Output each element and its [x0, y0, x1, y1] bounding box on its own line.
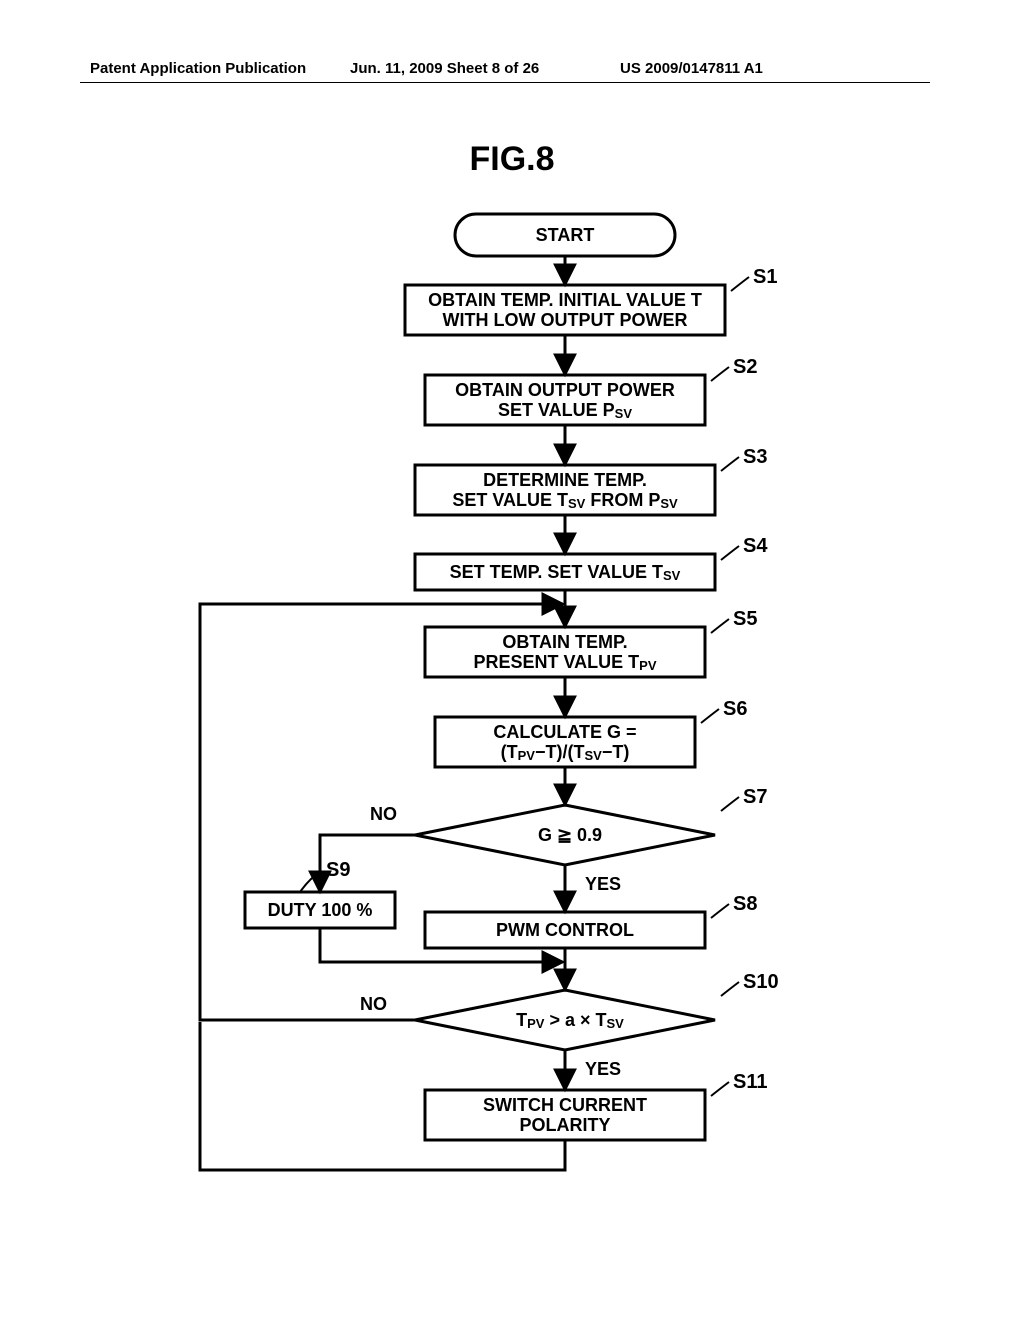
- figure-title: FIG.8: [0, 140, 1024, 179]
- svg-text:YES: YES: [585, 874, 621, 894]
- svg-text:G ≧ 0.9: G ≧ 0.9: [538, 825, 602, 845]
- svg-text:POLARITY: POLARITY: [519, 1115, 610, 1135]
- header-left: Patent Application Publication: [90, 60, 306, 77]
- svg-text:S10: S10: [743, 971, 779, 993]
- svg-text:S8: S8: [733, 893, 757, 915]
- svg-text:SET VALUE PSV: SET VALUE PSV: [498, 400, 632, 422]
- svg-text:S7: S7: [743, 786, 767, 808]
- svg-text:WITH LOW OUTPUT POWER: WITH LOW OUTPUT POWER: [443, 310, 688, 330]
- svg-text:S5: S5: [733, 608, 757, 630]
- svg-text:S4: S4: [743, 535, 768, 557]
- svg-text:S3: S3: [743, 446, 767, 468]
- svg-text:PRESENT VALUE TPV: PRESENT VALUE TPV: [473, 652, 656, 674]
- svg-text:OBTAIN TEMP. INITIAL VALUE T: OBTAIN TEMP. INITIAL VALUE T: [428, 290, 702, 310]
- svg-text:S9: S9: [326, 859, 350, 881]
- svg-text:CALCULATE G =: CALCULATE G =: [493, 722, 636, 742]
- header-mid: Jun. 11, 2009 Sheet 8 of 26: [350, 60, 539, 77]
- svg-text:START: START: [536, 225, 595, 245]
- svg-text:SET VALUE TSV FROM PSV: SET VALUE TSV FROM PSV: [452, 490, 678, 512]
- svg-text:YES: YES: [585, 1059, 621, 1079]
- flowchart: START OBTAIN TEMP. INITIAL VALUE TWITH LO…: [0, 210, 1024, 1210]
- svg-text:OBTAIN OUTPUT POWER: OBTAIN OUTPUT POWER: [455, 380, 675, 400]
- svg-text:OBTAIN TEMP.: OBTAIN TEMP.: [502, 632, 627, 652]
- svg-text:NO: NO: [360, 994, 387, 1014]
- header-divider: [80, 82, 930, 83]
- svg-text:DUTY 100 %: DUTY 100 %: [268, 900, 373, 920]
- svg-text:SWITCH CURRENT: SWITCH CURRENT: [483, 1095, 647, 1115]
- svg-text:SET TEMP. SET VALUE TSV: SET TEMP. SET VALUE TSV: [450, 562, 681, 584]
- svg-text:PWM CONTROL: PWM CONTROL: [496, 920, 634, 940]
- svg-text:S2: S2: [733, 356, 757, 378]
- svg-text:S6: S6: [723, 698, 747, 720]
- header-right: US 2009/0147811 A1: [620, 60, 763, 77]
- svg-text:S1: S1: [753, 266, 777, 288]
- svg-text:DETERMINE TEMP.: DETERMINE TEMP.: [483, 470, 647, 490]
- svg-text:NO: NO: [370, 804, 397, 824]
- svg-text:S11: S11: [733, 1071, 767, 1093]
